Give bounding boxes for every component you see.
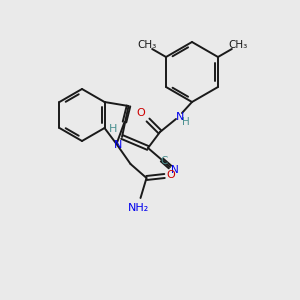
Text: N: N: [114, 140, 123, 150]
Text: CH₃: CH₃: [137, 40, 157, 50]
Text: CH₃: CH₃: [228, 40, 248, 50]
Text: O: O: [166, 170, 175, 180]
Text: H: H: [182, 117, 190, 127]
Text: H: H: [109, 124, 117, 134]
Text: C: C: [160, 156, 168, 166]
Text: NH₂: NH₂: [128, 203, 149, 213]
Text: N: N: [176, 112, 184, 122]
Text: N: N: [171, 165, 179, 175]
Text: O: O: [136, 108, 146, 118]
